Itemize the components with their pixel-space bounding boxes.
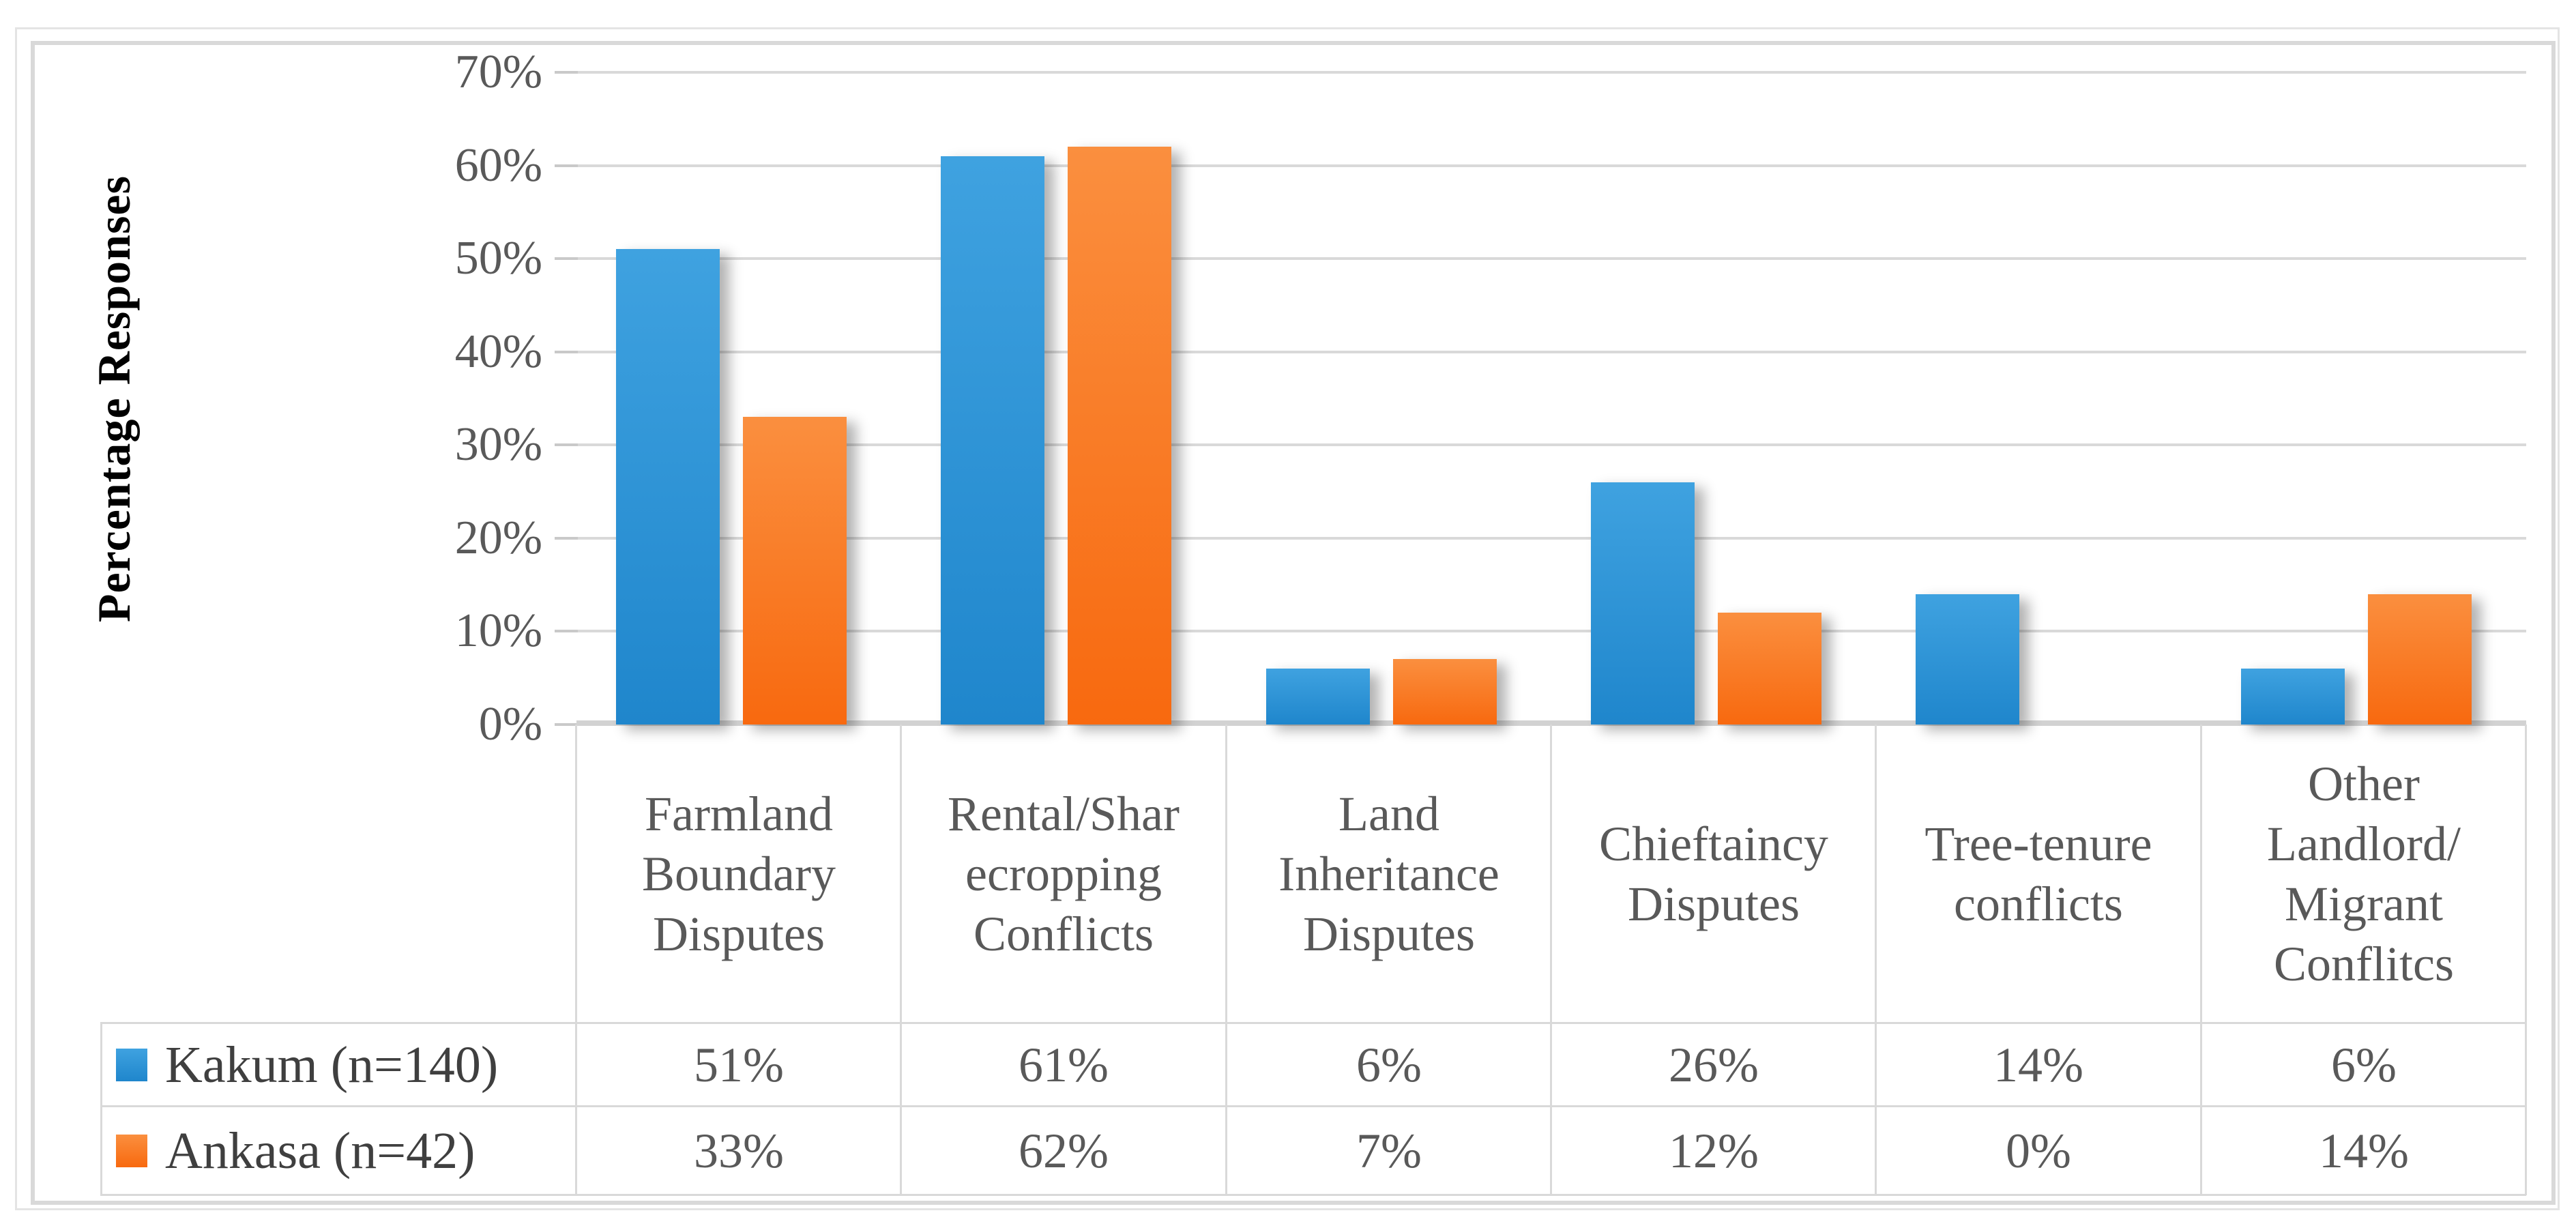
legend-swatch-kakum [116,1049,147,1081]
table-vline [575,725,577,1195]
y-axis-title-text: Percentage Responses [88,175,141,622]
table-cell: 51% [694,1038,784,1092]
category-label: Chieftaincy Disputes [1599,817,1828,931]
chart-area-border [31,41,2556,1205]
table-cell: 61% [1019,1038,1109,1092]
bar-kakum-5 [2241,669,2345,725]
category-label: Farmland Boundary Disputes [642,787,836,961]
table-vline [1875,725,1877,1195]
bar-ankasa-0 [743,417,847,725]
table-cell: 6% [1356,1038,1422,1092]
y-tick-label: 40% [454,325,542,378]
table-hline [100,1194,2526,1196]
y-tick-label: 50% [454,232,542,284]
category-label: Other Landlord/ Migrant Conflitcs [2267,757,2461,991]
bar-kakum-3 [1591,482,1695,725]
y-tick-label: 10% [454,604,542,657]
legend-label: Ankasa (n=42) [165,1122,475,1180]
y-tick-mark [555,257,578,260]
gridline [576,537,2526,540]
table-hline [100,1105,2526,1107]
y-tick-label: 70% [454,46,542,98]
legend-swatch-ankasa [116,1135,147,1167]
y-tick-mark [555,443,578,446]
x-axis-line [576,720,2526,726]
y-tick-mark [555,630,578,632]
table-cell: 6% [2331,1038,2397,1092]
table-vline [1225,725,1227,1195]
category-label: Rental/Shar ecropping Conflicts [948,787,1180,961]
y-tick-mark [555,351,578,353]
gridline [576,630,2526,632]
table-cell: 14% [1993,1038,2083,1092]
bar-ankasa-3 [1718,613,1821,725]
y-tick-mark [555,537,578,540]
table-vline [1550,725,1552,1195]
table-vline [900,725,902,1195]
gridline [576,71,2526,74]
bar-ankasa-1 [1068,147,1171,725]
figure-outer-border [15,27,2560,1210]
y-axis-title: Percentage Responses [80,72,149,725]
bar-ankasa-2 [1393,659,1497,725]
table-hline [100,1022,2526,1024]
table-vline-left [100,1023,102,1195]
y-tick-label: 0% [478,698,542,750]
bar-kakum-0 [616,249,720,725]
category-label: Tree-tenure conflicts [1924,817,2152,931]
y-tick-label: 30% [454,418,542,471]
y-tick-mark [555,164,578,167]
bar-kakum-2 [1266,669,1370,725]
y-tick-label: 60% [454,139,542,192]
category-label: Land Inheritance Disputes [1278,787,1499,961]
y-tick-mark [555,723,578,726]
table-vline [2200,725,2202,1195]
y-tick-label: 20% [454,512,542,564]
table-vline [2525,725,2527,1195]
table-cell: 0% [2006,1124,2071,1178]
gridline [576,257,2526,260]
table-cell: 62% [1019,1124,1109,1178]
table-cell: 7% [1356,1124,1422,1178]
legend-label: Kakum (n=140) [165,1036,499,1094]
bar-kakum-4 [1916,594,2019,725]
gridline [576,164,2526,167]
gridline [576,351,2526,353]
y-tick-mark [555,71,578,74]
bar-ankasa-5 [2368,594,2472,725]
table-cell: 14% [2319,1124,2409,1178]
table-cell: 33% [694,1124,784,1178]
table-cell: 12% [1669,1124,1759,1178]
table-cell: 26% [1669,1038,1759,1092]
gridline [576,443,2526,446]
bar-kakum-1 [941,156,1044,725]
